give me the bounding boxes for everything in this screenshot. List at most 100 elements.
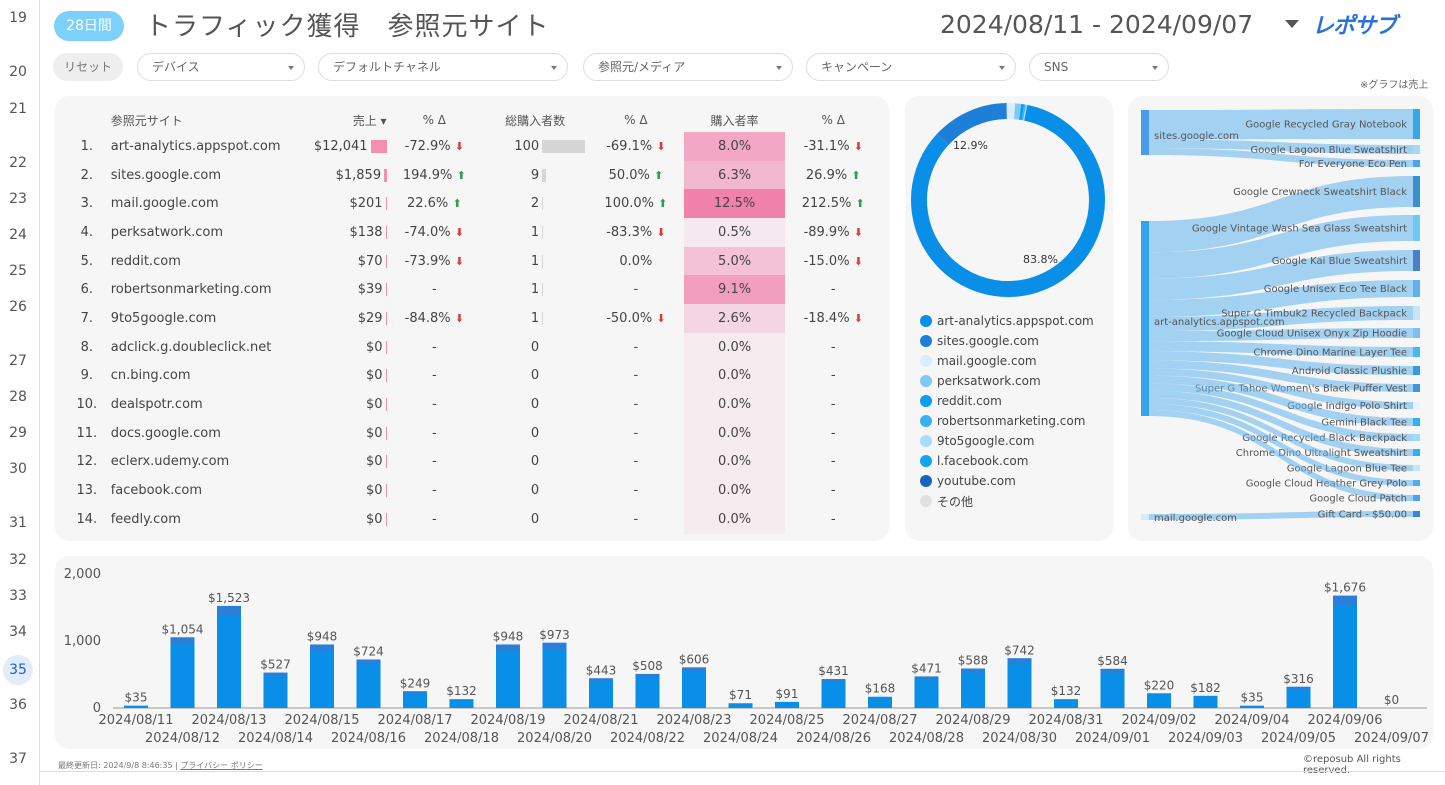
legend-dot-icon xyxy=(920,335,932,347)
data-label: $249 xyxy=(400,676,431,690)
buyer-rate: 0.0% xyxy=(683,418,786,448)
row-number[interactable]: 32 xyxy=(9,552,27,568)
legend-item[interactable]: reddit.com xyxy=(920,391,1094,411)
col-sales-delta[interactable]: % Δ xyxy=(422,113,447,127)
row-number[interactable]: 19 xyxy=(9,10,27,26)
bar xyxy=(914,676,939,708)
sankey-target-label: Gift Card - $50.00 xyxy=(1318,510,1407,521)
filter-source-medium[interactable]: 参照元/メディア xyxy=(583,53,793,81)
bar xyxy=(449,699,474,708)
legend-label: perksatwork.com xyxy=(937,374,1041,388)
legend-item[interactable]: youtube.com xyxy=(920,471,1094,491)
buyers-delta: - xyxy=(633,454,639,470)
reset-button[interactable]: リセット xyxy=(53,53,123,81)
row-number[interactable]: 33 xyxy=(9,588,27,604)
table-row[interactable]: 10. dealspotr.com $0 - 0 - 0.0% - xyxy=(63,390,881,419)
legend-item[interactable]: その他 xyxy=(920,491,1094,511)
sankey-link xyxy=(1148,409,1413,501)
sankey-target-node xyxy=(1413,250,1420,271)
legend-item[interactable]: 9to5google.com xyxy=(920,431,1094,451)
legend-item[interactable]: sites.google.com xyxy=(920,331,1094,351)
arrow-down-icon: ⬇ xyxy=(656,225,666,239)
rate-delta: - xyxy=(830,483,836,499)
x-tick-label: 2024/08/27 xyxy=(843,713,918,728)
table-row[interactable]: 14. feedly.com $0 - 0 - 0.0% - xyxy=(63,504,881,534)
filter-channel[interactable]: デフォルトチャネル xyxy=(318,53,568,81)
x-tick-label: 2024/08/13 xyxy=(192,713,267,728)
row-number[interactable]: 20 xyxy=(9,64,27,80)
row-number[interactable]: 35 xyxy=(3,655,33,685)
donut-slice xyxy=(911,104,1105,297)
sankey-link xyxy=(1148,360,1413,392)
table-row[interactable]: 6. robertsonmarketing.com $39 - 1 - 9.1% - xyxy=(63,275,881,305)
legend-item[interactable]: robertsonmarketing.com xyxy=(920,411,1094,431)
date-dropdown-icon[interactable] xyxy=(1285,20,1299,28)
chart-note: ※グラフは売上 xyxy=(1360,80,1429,91)
filter-sns[interactable]: SNS xyxy=(1029,53,1169,81)
sales-delta: 22.6% xyxy=(406,196,449,212)
donut-card xyxy=(905,96,1113,541)
row-number[interactable]: 37 xyxy=(9,751,27,767)
table-row[interactable]: 3. mail.google.com $201 22.6% ⬆ 2 100.0% ⬆ 12.… xyxy=(63,189,881,219)
row-number[interactable]: 27 xyxy=(9,353,27,369)
site-name: robertsonmarketing.com xyxy=(110,282,272,298)
sales-bar xyxy=(384,168,387,182)
sales-value: $70 xyxy=(357,253,383,269)
table-row[interactable]: 7. 9to5google.com $29 -84.8% ⬇ 1 -50.0% ⬇ 2.6%… xyxy=(63,304,881,333)
filter-campaign[interactable]: キャンペーン xyxy=(806,53,1016,81)
table-row[interactable]: 2. sites.google.com $1,859 194.9% ⬆ 9 50.0% ⬆… xyxy=(63,160,881,190)
row-number[interactable]: 31 xyxy=(9,515,27,531)
bar xyxy=(961,668,985,708)
legend-item[interactable]: mail.google.com xyxy=(920,351,1094,371)
rank: 3. xyxy=(80,196,94,212)
privacy-link[interactable]: プライバシー ポリシー xyxy=(180,761,263,770)
date-range-picker[interactable]: 2024/08/11 - 2024/09/07 xyxy=(940,10,1254,39)
legend-item[interactable]: art-analytics.appspot.com xyxy=(920,311,1094,331)
col-buyers-delta[interactable]: % Δ xyxy=(624,113,648,127)
table-row[interactable]: 8. adclick.g.doubleclick.net $0 - 0 - 0.0% - xyxy=(63,332,881,362)
col-sales[interactable]: 売上 ▾ xyxy=(352,113,387,128)
bar-segment xyxy=(1286,686,1311,689)
arrow-down-icon: ⬇ xyxy=(454,225,464,239)
sankey-target-label: Google Cloud Unisex Onyx Zip Hoodie xyxy=(1217,329,1407,340)
sankey-link xyxy=(1148,250,1413,300)
buyers-value: 0 xyxy=(530,397,540,413)
bar xyxy=(403,691,427,708)
row-number[interactable]: 30 xyxy=(9,461,27,477)
col-buyers[interactable]: 総購入者数 xyxy=(505,113,566,128)
col-site[interactable]: 参照元サイト xyxy=(110,113,183,128)
row-number[interactable]: 26 xyxy=(9,299,27,315)
arrow-down-icon: ⬇ xyxy=(656,139,666,153)
table-row[interactable]: 4. perksatwork.com $138 -74.0% ⬇ 1 -83.3% ⬇ 0.… xyxy=(63,218,881,247)
sankey-target-label: Google Lagoon Blue Sweatshirt xyxy=(1250,145,1407,156)
row-number[interactable]: 21 xyxy=(9,101,27,117)
bar xyxy=(1286,686,1311,708)
arrow-down-icon: ⬇ xyxy=(454,139,464,153)
col-rate-delta[interactable]: % Δ xyxy=(821,113,845,127)
arrow-up-icon: ⬆ xyxy=(654,168,664,182)
col-rate[interactable]: 購入者率 xyxy=(710,113,759,128)
table-row[interactable]: 1. art-analytics.appspot.com $12,041 -72.9%… xyxy=(63,132,881,161)
table-row[interactable]: 5. reddit.com $70 -73.9% ⬇ 1 0.0% 5.0% -15.0% … xyxy=(63,246,881,276)
row-number[interactable]: 22 xyxy=(9,155,27,171)
buyers-delta: 0.0% xyxy=(619,253,653,269)
row-number[interactable]: 34 xyxy=(9,624,27,640)
legend-item[interactable]: perksatwork.com xyxy=(920,371,1094,391)
table-row[interactable]: 13. facebook.com $0 - 0 - 0.0% - xyxy=(63,476,881,505)
table-row[interactable]: 9. cn.bing.com $0 - 0 - 0.0% - xyxy=(63,361,881,391)
bar-segment xyxy=(1007,658,1032,664)
sankey-target-node xyxy=(1413,145,1420,154)
legend-item[interactable]: l.facebook.com xyxy=(920,451,1094,471)
data-label: $527 xyxy=(260,658,291,672)
sankey-link xyxy=(1148,375,1413,426)
row-number[interactable]: 28 xyxy=(9,389,27,405)
row-number[interactable]: 29 xyxy=(9,425,27,441)
table-row[interactable]: 12. eclerx.udemy.com $0 - 0 - 0.0% - xyxy=(63,447,881,477)
table-row[interactable]: 11. docs.google.com $0 - 0 - 0.0% - xyxy=(63,418,881,448)
row-number[interactable]: 23 xyxy=(9,191,27,207)
row-number[interactable]: 24 xyxy=(9,227,27,243)
site-name: cn.bing.com xyxy=(110,368,191,384)
row-number[interactable]: 36 xyxy=(9,697,27,713)
filter-device[interactable]: デバイス xyxy=(137,53,305,81)
row-number[interactable]: 25 xyxy=(9,263,27,279)
